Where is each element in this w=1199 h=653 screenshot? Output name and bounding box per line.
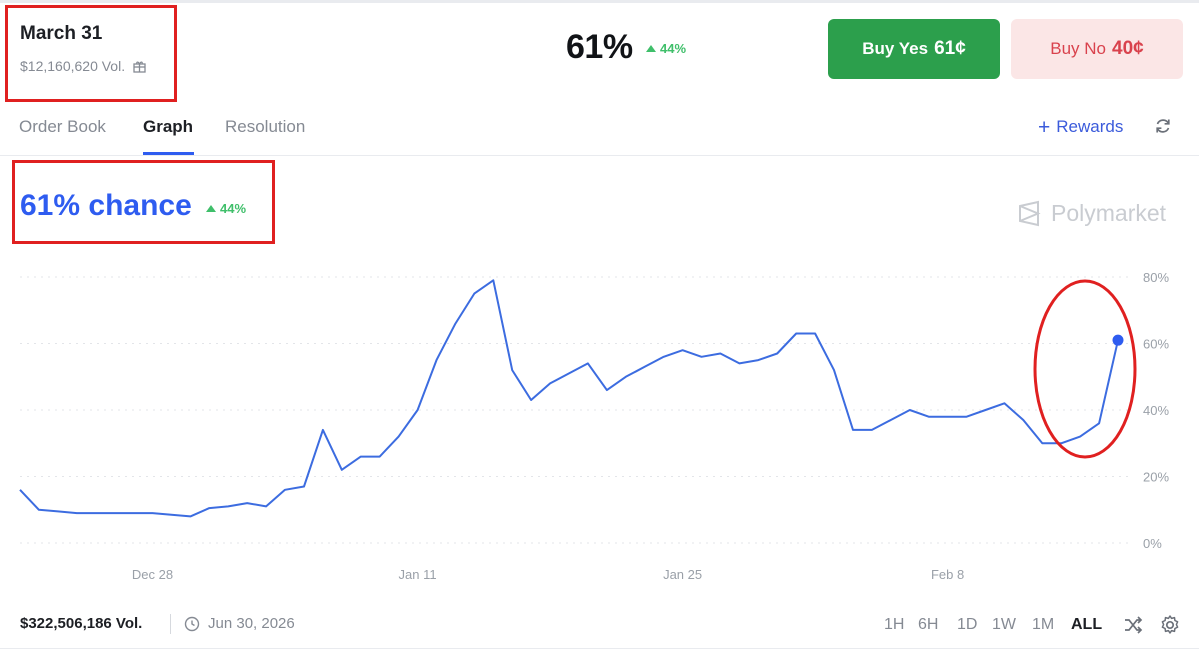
range-1w-button[interactable]: 1W: [992, 616, 1016, 633]
top-border: [0, 0, 1199, 3]
x-tick-label: Jan 25: [663, 567, 702, 582]
range-1h-button[interactable]: 1H: [884, 616, 905, 633]
end-date-text: Jun 30, 2026: [208, 615, 295, 632]
buy-no-button[interactable]: Buy No 40¢: [1011, 19, 1183, 79]
annotation-ellipse: [1033, 279, 1137, 459]
total-volume: $322,506,186 Vol.: [20, 615, 143, 632]
buy-yes-label: Buy Yes: [862, 39, 929, 58]
plus-icon: +: [1038, 115, 1051, 139]
footer-separator: [170, 614, 171, 634]
chance-change: 44%: [206, 201, 246, 216]
buy-no-price: 40¢: [1112, 38, 1144, 59]
bottom-divider: [0, 648, 1199, 649]
annotation-box-market: [5, 5, 177, 102]
price-change: 44%: [646, 41, 686, 56]
x-tick-label: Dec 28: [132, 567, 173, 582]
buy-yes-price: 61¢: [934, 38, 966, 59]
market-volume-text: $12,160,620 Vol.: [20, 58, 126, 74]
rewards-label: Rewards: [1056, 117, 1124, 136]
latest-point-marker[interactable]: [1112, 334, 1124, 346]
active-tab-indicator: [143, 152, 194, 155]
clock-icon: [184, 616, 200, 631]
buy-no-label: Buy No: [1050, 39, 1107, 58]
y-tick-label: 40%: [1143, 403, 1169, 418]
range-all-button[interactable]: ALL: [1071, 616, 1103, 633]
brand-logo: Polymarket: [1016, 200, 1166, 227]
brand-name: Polymarket: [1051, 200, 1167, 226]
y-tick-label: 80%: [1143, 270, 1169, 285]
tab-resolution[interactable]: Resolution: [225, 117, 306, 136]
annotation-box-chance: [12, 160, 275, 244]
y-tick-label: 0%: [1143, 536, 1162, 551]
rewards-button[interactable]: + Rewards: [1038, 115, 1124, 139]
refresh-icon[interactable]: [1153, 116, 1173, 136]
chance-change-value: 44%: [220, 201, 247, 216]
current-price: 61%: [566, 28, 633, 66]
series-line: [19, 279, 1119, 518]
chance-value: 61% chance: [20, 189, 192, 222]
end-date: Jun 30, 2026: [184, 615, 295, 632]
up-arrow-icon: [206, 205, 216, 212]
gift-icon[interactable]: [133, 60, 146, 73]
buy-yes-button[interactable]: Buy Yes 61¢: [828, 19, 1000, 79]
gear-icon[interactable]: [1159, 614, 1181, 636]
market-name: March 31: [20, 23, 103, 44]
up-arrow-icon: [646, 45, 656, 52]
range-1d-button[interactable]: 1D: [957, 616, 978, 633]
shuffle-icon[interactable]: [1122, 614, 1144, 636]
range-6h-button[interactable]: 6H: [918, 616, 939, 633]
price-chart[interactable]: 80% 60% 40% 20% 0% Dec 28 Jan 11 Jan 25 Feb 8: [0, 260, 1199, 590]
price-change-value: 44%: [660, 41, 687, 56]
polymarket-logo-icon: [1019, 200, 1041, 227]
tab-order-book[interactable]: Order Book: [19, 117, 106, 136]
range-1m-button[interactable]: 1M: [1032, 616, 1055, 633]
tab-graph[interactable]: Graph: [143, 117, 194, 136]
x-tick-label: Feb 8: [931, 567, 964, 582]
tabs-divider: [0, 155, 1199, 156]
x-tick-label: Jan 11: [399, 567, 437, 582]
y-tick-label: 20%: [1143, 470, 1169, 485]
y-tick-label: 60%: [1143, 337, 1169, 352]
market-volume: $12,160,620 Vol.: [20, 58, 146, 74]
